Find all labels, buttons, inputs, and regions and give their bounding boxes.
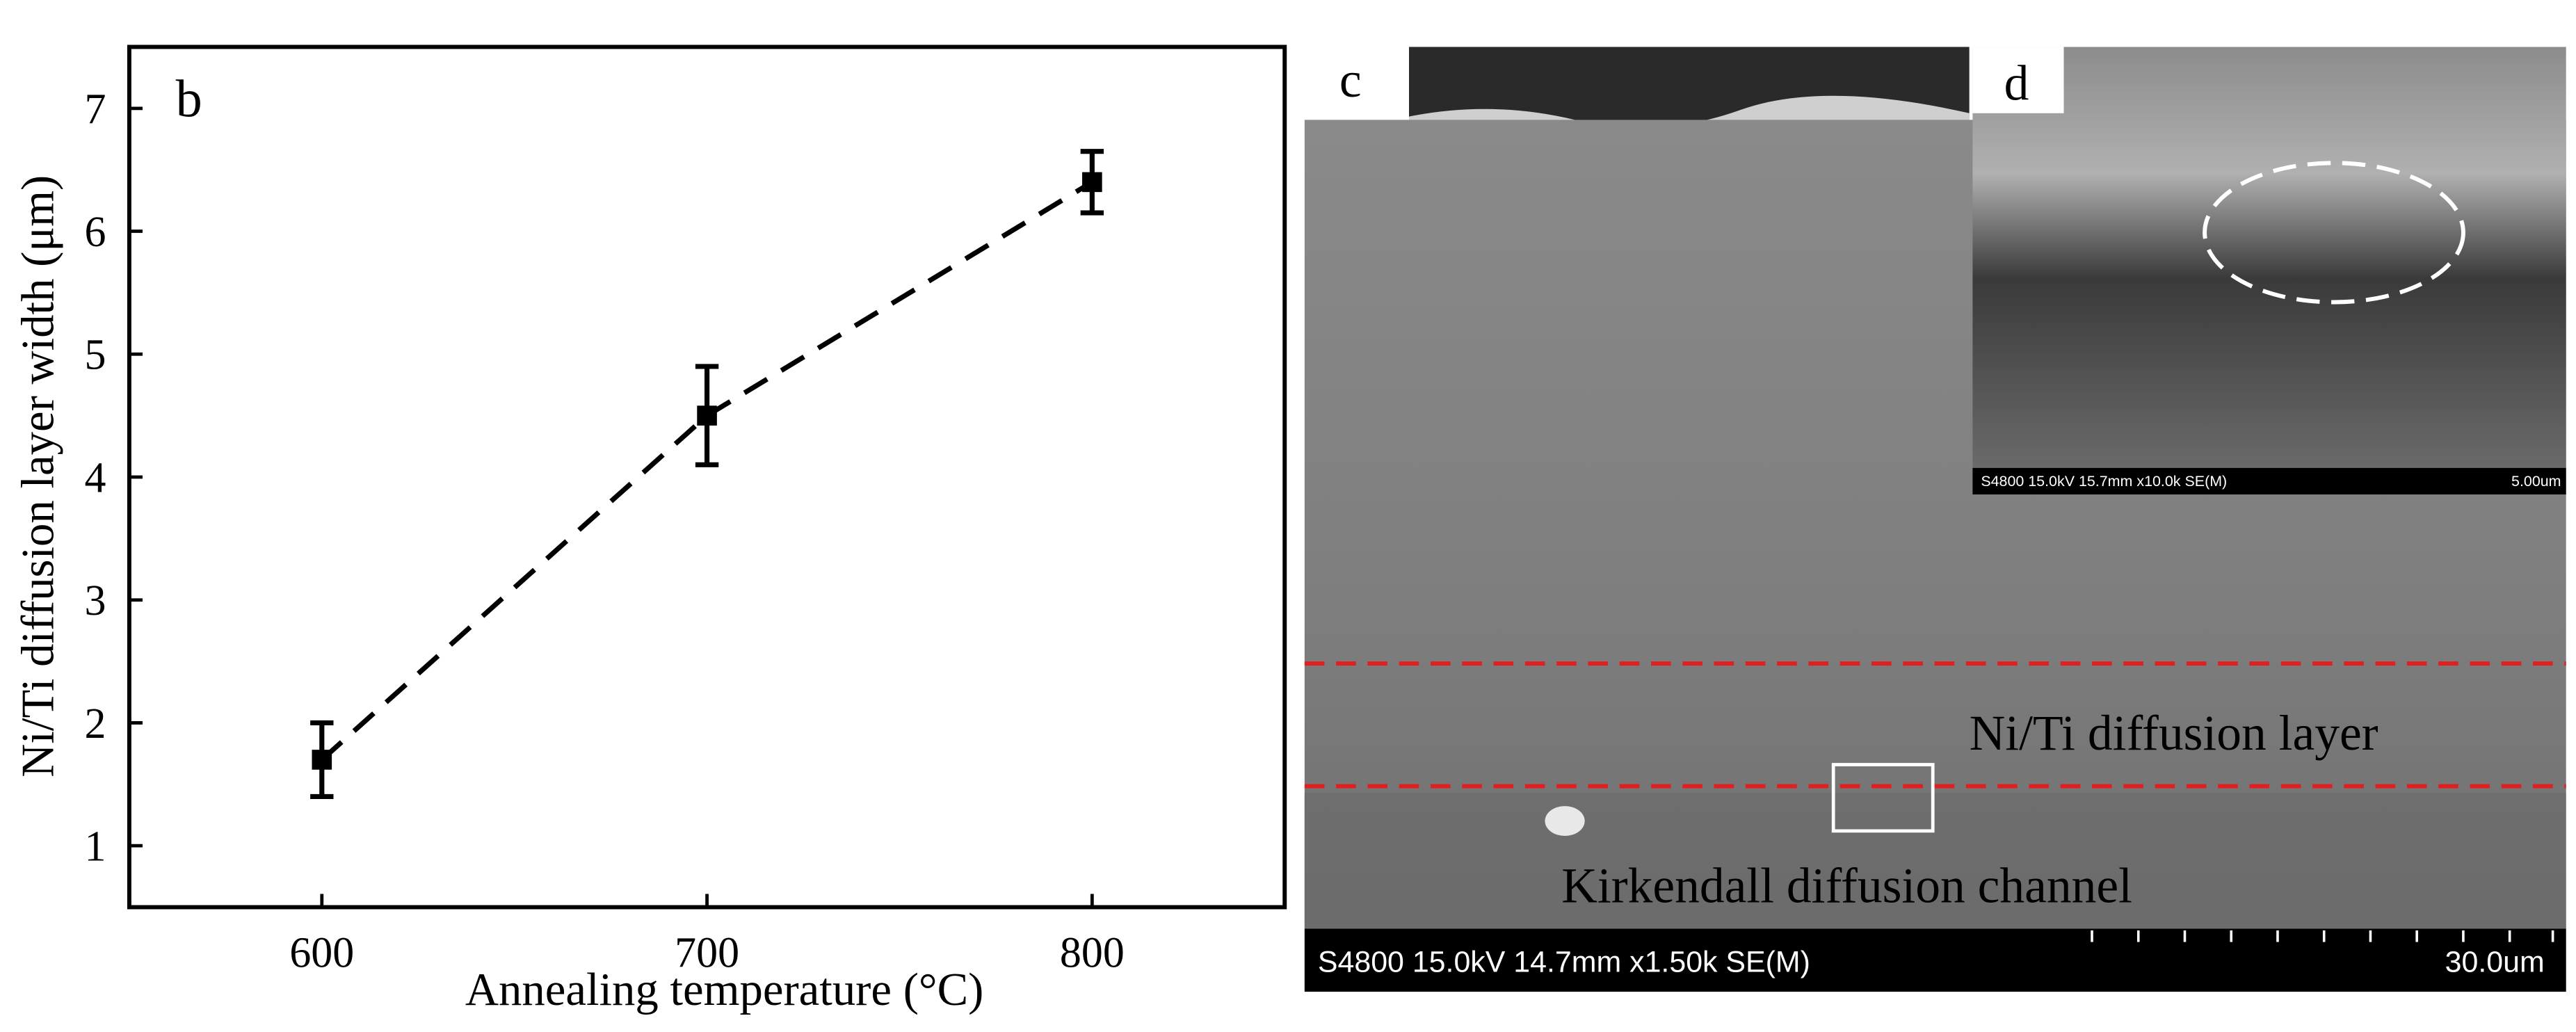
x-axis-label: Annealing temperature (°C) bbox=[465, 965, 983, 1015]
sem-scale: 30.0um bbox=[2445, 945, 2545, 978]
panel-label: d bbox=[2004, 56, 2029, 111]
y-tick-label: 7 bbox=[85, 86, 106, 133]
panel-label: c bbox=[1339, 53, 1362, 108]
plot-frame bbox=[127, 45, 1287, 910]
sem-info: S4800 15.0kV 15.7mm x10.0k SE(M) bbox=[1981, 473, 2227, 490]
data-point bbox=[697, 405, 717, 426]
y-tick-label: 5 bbox=[85, 332, 106, 379]
x-tick-label: 600 bbox=[289, 929, 354, 976]
sem-edge bbox=[1408, 95, 1970, 128]
chart: b Annealing temperature (°C) Ni/Ti diffu… bbox=[13, 45, 1287, 1015]
sem-particle bbox=[1545, 806, 1585, 837]
data-line bbox=[320, 179, 1094, 762]
sem-info-bar-d bbox=[1972, 467, 2566, 495]
layer-label: Ni/Ti diffusion layer bbox=[1970, 706, 2378, 761]
label-box bbox=[1972, 47, 2064, 113]
y-tick-label: 1 bbox=[85, 823, 106, 871]
channel-label: Kirkendall diffusion channel bbox=[1561, 858, 2132, 913]
zoom-box bbox=[1831, 763, 1935, 833]
sem-image-d bbox=[1972, 47, 2566, 468]
highlight-ellipse bbox=[2203, 161, 2465, 305]
sem-channel-zone bbox=[1304, 793, 2566, 929]
data-point bbox=[1082, 172, 1102, 193]
x-tick-label: 800 bbox=[1060, 929, 1125, 976]
y-tick-label: 4 bbox=[85, 454, 106, 501]
panel-label: b bbox=[176, 70, 202, 129]
sem-info: S4800 15.0kV 14.7mm x1.50k SE(M) bbox=[1318, 945, 1810, 978]
sem-info-bar-c bbox=[1304, 928, 2566, 992]
y-tick-label: 2 bbox=[85, 700, 106, 748]
data-point bbox=[312, 750, 332, 770]
y-tick-label: 6 bbox=[85, 209, 106, 256]
y-tick-label: 3 bbox=[85, 577, 106, 624]
scale-ticks-c bbox=[2091, 930, 2554, 942]
sem-scale: 5.00um bbox=[2511, 473, 2561, 490]
x-tick-label: 700 bbox=[675, 929, 739, 976]
y-axis-label: Ni/Ti diffusion layer width (μm) bbox=[13, 175, 63, 777]
